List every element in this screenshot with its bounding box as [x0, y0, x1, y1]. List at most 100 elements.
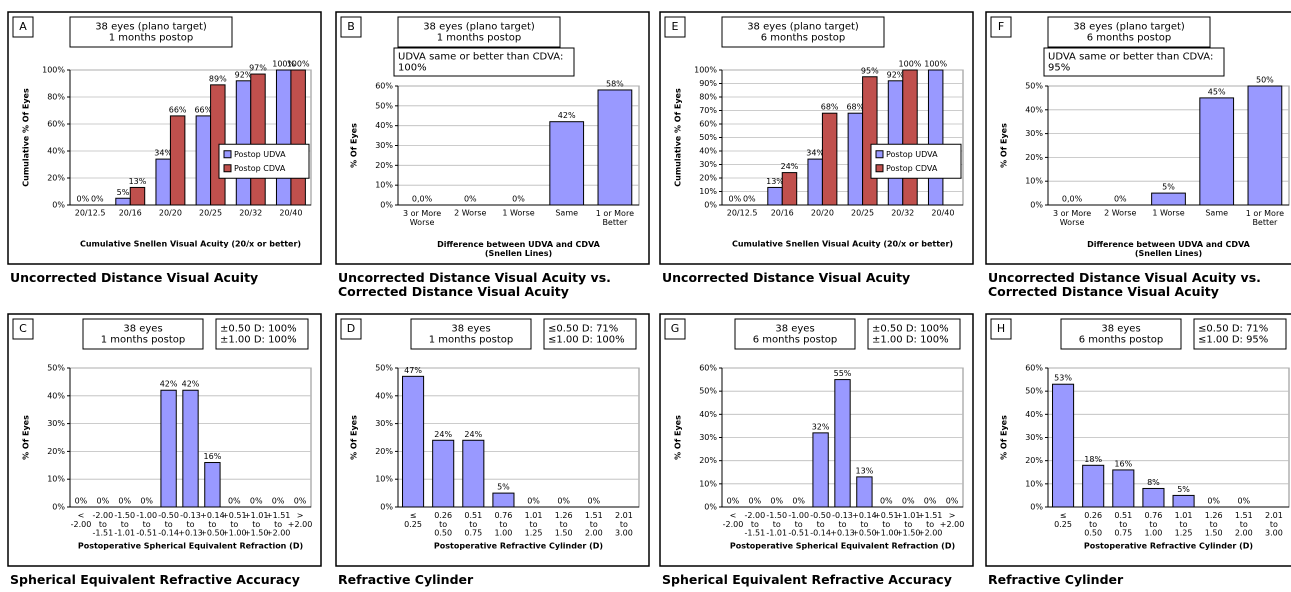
text-line: -2.00	[723, 519, 744, 528]
x-tick-label: -1.50 to -1.01	[114, 511, 135, 538]
data-label: 24%	[434, 430, 452, 439]
text-line: to	[469, 519, 477, 528]
data-label: 66%	[169, 105, 187, 114]
text-line: +0.14	[852, 511, 877, 520]
text-line: 0.26	[434, 511, 452, 520]
text-line: 1.25	[1175, 528, 1193, 537]
x-tick-label: -1.50 to -1.01	[766, 511, 787, 538]
text-line: 2.00	[585, 528, 603, 537]
x-tick-label: 1.26 to 1.50	[1205, 511, 1223, 538]
data-label: 0,0%	[1062, 195, 1083, 204]
data-label: 100%	[899, 60, 922, 69]
header-text: 38 eyes 1 months postop	[429, 324, 513, 346]
panel-letter: E	[672, 20, 679, 33]
bar	[402, 375, 425, 508]
panel-letter-box	[990, 318, 1012, 340]
legend-swatch	[223, 150, 232, 159]
data-label: 58%	[606, 79, 624, 88]
data-label: 5%	[117, 188, 130, 197]
header-box	[721, 16, 885, 48]
bar	[462, 439, 485, 508]
x-tick-label: +0.51 to +1.00	[222, 511, 247, 538]
y-tick-label: 20%	[47, 174, 65, 183]
text-line: -0.50	[810, 511, 831, 520]
text-line: to	[590, 519, 598, 528]
y-tick-label: 50%	[47, 364, 65, 373]
y-tick-label: 60%	[1025, 364, 1043, 373]
data-label: 0%	[587, 497, 600, 506]
y-tick-label: 0%	[704, 503, 717, 512]
y-tick-label: 50%	[1025, 387, 1043, 396]
panel-frame	[7, 313, 322, 567]
data-label: 0%	[743, 195, 756, 204]
bar	[1052, 383, 1075, 508]
bar	[856, 476, 873, 508]
y-tick-label: 80%	[699, 93, 717, 102]
text-line: -1.51	[93, 528, 114, 537]
bar	[129, 186, 146, 206]
x-tick-label: 20/32	[239, 209, 262, 218]
data-label: 18%	[1084, 455, 1102, 464]
data-label: 66%	[194, 105, 212, 114]
panel-frame	[335, 313, 650, 567]
x-tick-label: 0.26 to 0.50	[434, 511, 452, 538]
text-line: Better	[1252, 217, 1278, 226]
text-line: 0.75	[1114, 528, 1132, 537]
text-line: to	[817, 519, 825, 528]
y-axis-label: % Of Eyes	[1000, 415, 1009, 460]
text-line: 2.01	[615, 511, 633, 520]
y-tick-label: 10%	[699, 187, 717, 196]
text-line: 1.26	[1205, 511, 1223, 520]
bar	[821, 112, 838, 206]
text-line: -0.51	[136, 528, 157, 537]
text-line: +0.14	[200, 511, 225, 520]
x-tick-label: 20/16	[119, 209, 142, 218]
x-tick-label: Same	[555, 209, 578, 218]
text-line: 38 eyes (plano target)	[747, 22, 859, 33]
bar	[1142, 487, 1165, 508]
text-line: 1.00	[1145, 528, 1163, 537]
text-line: 1.26	[555, 511, 573, 520]
bar	[597, 89, 633, 206]
panel-letter-box	[664, 16, 686, 38]
note-box	[1043, 47, 1225, 77]
text-line: to	[904, 519, 912, 528]
caption: Spherical Equivalent Refractive Accuracy	[662, 572, 952, 587]
panel-frame	[985, 313, 1291, 567]
x-tick-label: +0.14 to +0.50	[200, 511, 225, 538]
y-tick-label: 0%	[52, 503, 65, 512]
text-line: -1.01	[114, 528, 135, 537]
caption: Uncorrected Distance Visual Acuity vs. Co…	[338, 270, 611, 299]
text-line: 2.00	[1235, 528, 1253, 537]
y-tick-label: 20%	[1025, 153, 1043, 162]
note-text: ±0.50 D: 100% ±1.00 D: 100%	[872, 324, 949, 346]
header-box	[1047, 16, 1211, 48]
x-tick-label: 20/12.5	[727, 209, 758, 218]
data-label: 34%	[154, 149, 172, 158]
text-line: 38 eyes	[775, 324, 814, 335]
data-label: 5%	[1177, 485, 1190, 494]
text-line: ≤	[410, 511, 417, 520]
data-label: 24%	[464, 430, 482, 439]
x-tick-label: -0.50 to -0.14	[810, 511, 831, 538]
text-line: 38 eyes (plano target)	[1073, 22, 1185, 33]
y-axis-label: Cumulative % Of Eyes	[674, 88, 683, 187]
text-line: +1.50	[244, 528, 269, 537]
panel-letter: B	[347, 20, 355, 33]
text-line: +2.00	[266, 528, 291, 537]
text-line: 1.50	[1205, 528, 1223, 537]
text-line: 0.75	[464, 528, 482, 537]
text-line: -1.01	[766, 528, 787, 537]
y-tick-label: 0%	[380, 201, 393, 210]
y-tick-label: 10%	[1025, 479, 1043, 488]
panel-frame	[659, 313, 974, 567]
panel-frame	[7, 11, 322, 265]
note-text: UDVA same or better than CDVA: 100%	[398, 52, 563, 74]
y-tick-label: 20%	[375, 447, 393, 456]
bar	[492, 492, 515, 508]
text-line: ≤0.50 D: 71%	[548, 324, 618, 335]
caption: Uncorrected Distance Visual Acuity vs. Co…	[988, 270, 1261, 299]
note-box	[867, 318, 961, 350]
data-label: 0,0%	[412, 195, 433, 204]
text-line: 6 months postop	[761, 33, 845, 44]
